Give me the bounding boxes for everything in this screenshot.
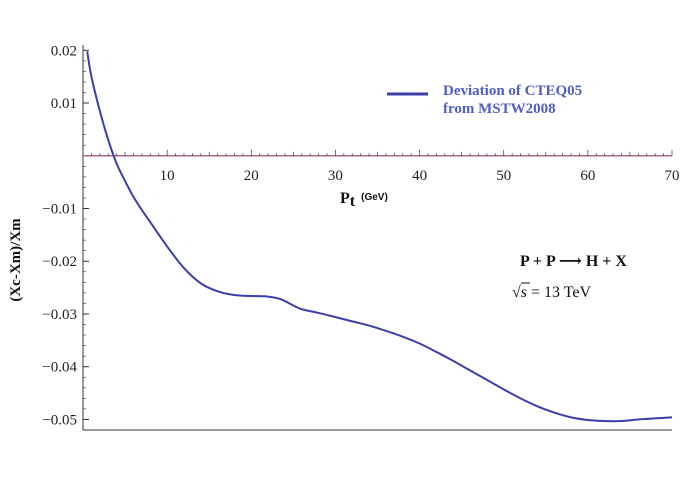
x-tick-label: 20 [244, 168, 259, 184]
x-tick-label: 10 [160, 168, 175, 184]
y-tick-label: −0.03 [42, 307, 77, 323]
y-tick-label: −0.02 [42, 254, 77, 270]
legend-label-line-2: from MSTW2008 [443, 101, 556, 117]
series-line-deviation [86, 51, 673, 423]
x-tick-label: 40 [412, 168, 427, 184]
x-tick-label: 50 [496, 168, 511, 184]
annotation-energy-value: = 13 TeV [527, 284, 591, 301]
series-group [86, 51, 673, 423]
x-axis-label-main: P [340, 190, 350, 207]
annotation-energy-s: s [521, 284, 527, 301]
legend: Deviation of CTEQ05 from MSTW2008 [387, 83, 582, 117]
y-tick-label: −0.05 [42, 412, 77, 428]
y-tick-label: 0.01 [51, 96, 77, 112]
x-axis-label-unit: (GeV) [361, 192, 388, 203]
annotation-energy: √s = 13 TeV [512, 284, 592, 301]
legend-label-line-1: Deviation of CTEQ05 [443, 83, 582, 99]
y-tick-label: −0.04 [42, 360, 77, 376]
annotation-process: P + P ⟶ H + X [520, 253, 627, 270]
y-tick-label: 0.02 [51, 43, 77, 59]
x-axis-label-subscript: t [350, 193, 356, 210]
plot-frame [82, 45, 672, 431]
y-axis-label: (Xc-Xm)/Xm [8, 218, 24, 302]
y-tick-label: −0.01 [42, 201, 77, 217]
y-axis-ticks: 0.02 0.01 −0.01 −0.02 −0.03 −0.04 −0.05 [42, 43, 89, 428]
x-tick-label: 30 [328, 168, 343, 184]
x-axis-ticks: 10 20 30 40 50 60 70 [83, 149, 680, 184]
annotation-energy-sqrt: √ [512, 284, 521, 301]
x-axis-label: Pt (GeV) [340, 190, 388, 210]
x-tick-label: 60 [580, 168, 595, 184]
x-tick-label: 70 [665, 168, 680, 184]
